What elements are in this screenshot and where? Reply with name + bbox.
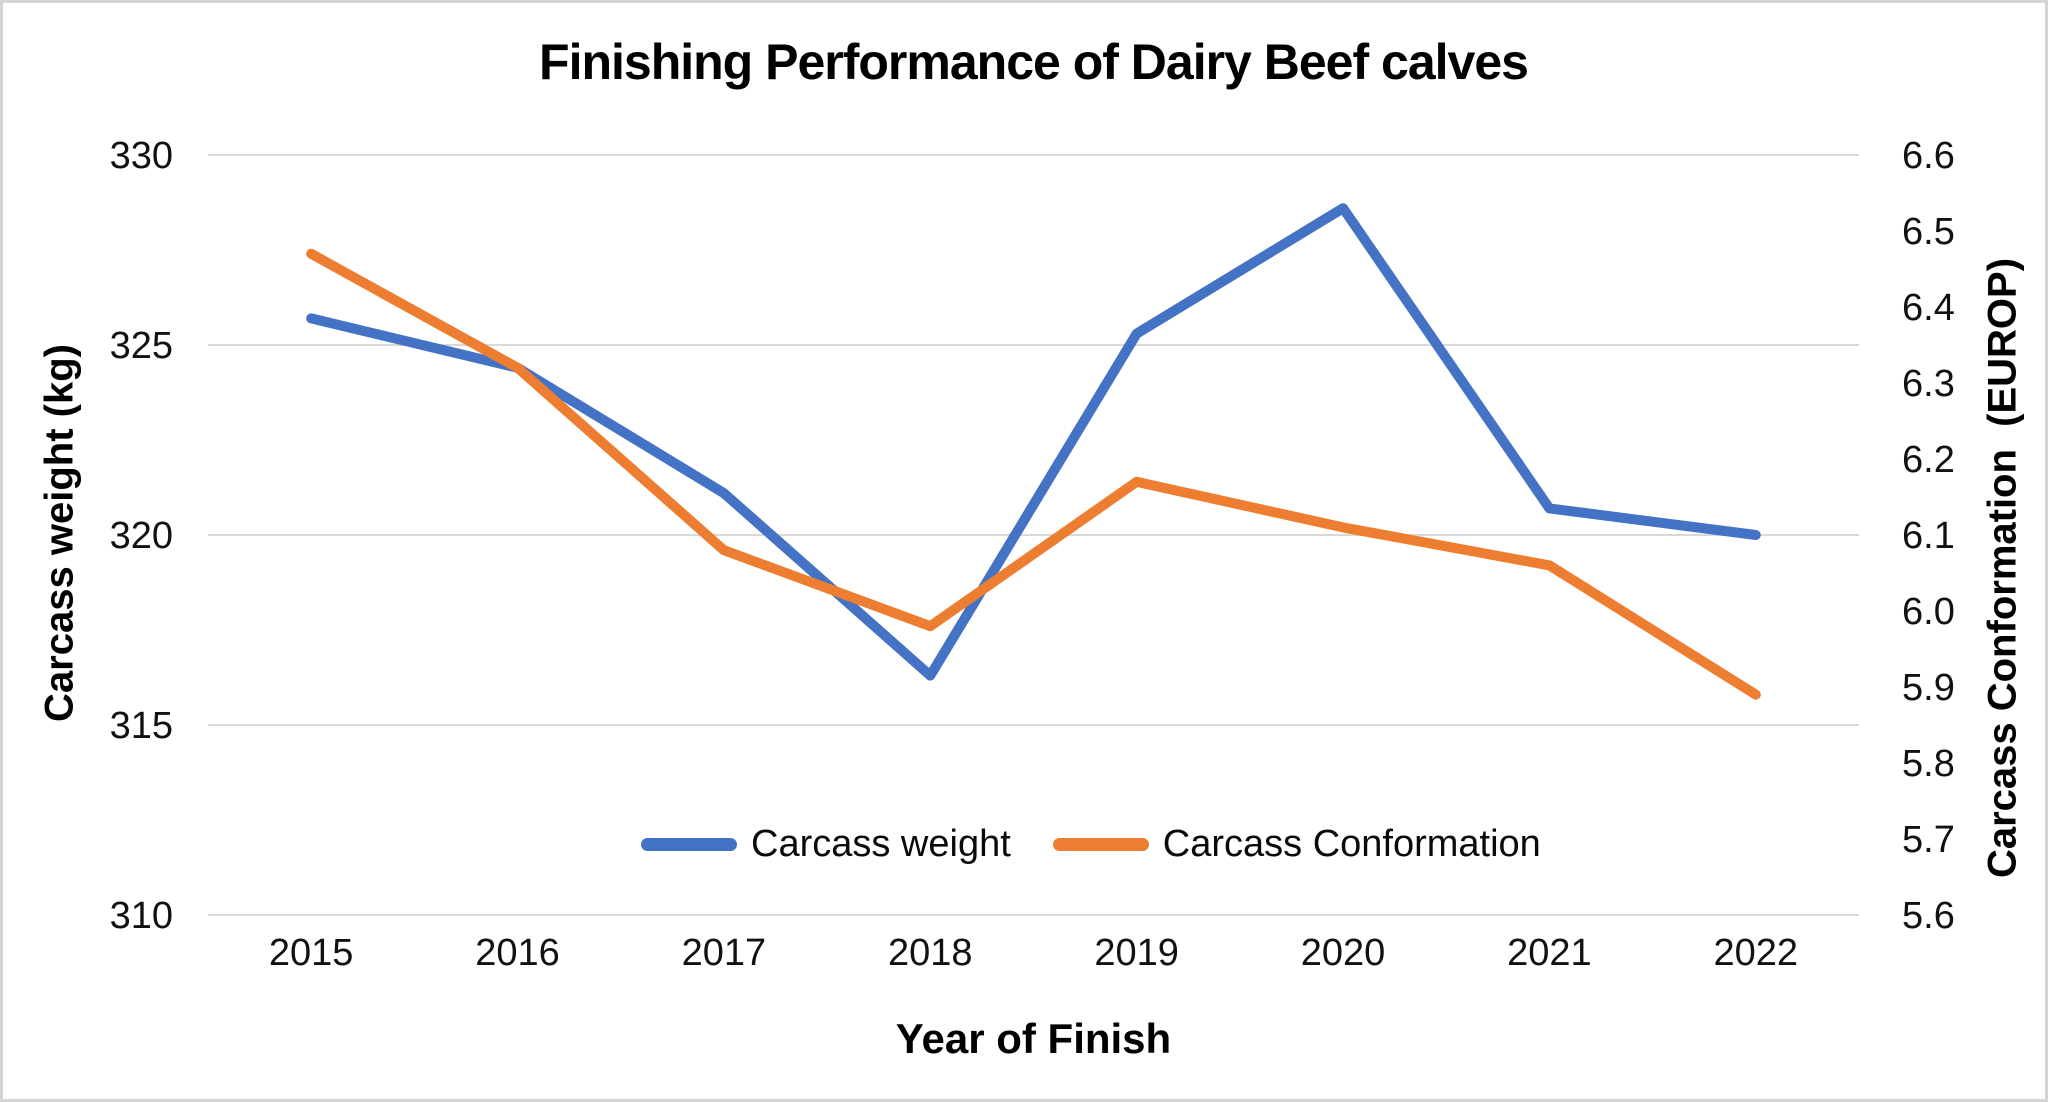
x-axis-tick-label: 2017 [682, 932, 767, 974]
left-axis-tick-label: 320 [110, 515, 173, 557]
legend: Carcass weight Carcass Conformation [641, 823, 1541, 866]
x-axis-tick-label: 2020 [1301, 932, 1386, 974]
x-axis-title: Year of Finish [895, 1015, 1172, 1062]
right-axis-tick-label: 6.5 [1902, 211, 1955, 253]
legend-swatch-carcass-conformation [1052, 838, 1149, 851]
right-axis-tick-label: 6.6 [1902, 135, 1955, 177]
x-axis-tick-label: 2022 [1714, 932, 1799, 974]
x-axis-tick-label: 2019 [1094, 932, 1179, 974]
right-axis-tick-label: 6.0 [1902, 591, 1955, 633]
x-axis-tick-label: 2015 [269, 932, 354, 974]
legend-label-carcass-conformation: Carcass Conformation [1162, 823, 1541, 865]
legend-label-carcass-weight: Carcass weight [751, 823, 1011, 865]
right-axis-title: Carcass Conformation (EUROP) [1980, 257, 2025, 879]
x-axis-tick-label: 2016 [475, 932, 560, 974]
right-axis-tick-label: 6.4 [1902, 287, 1955, 329]
left-axis-tick-label: 330 [110, 135, 173, 177]
series-line-carcass-conformation [306, 248, 1761, 700]
right-axis-tick-label: 5.8 [1902, 743, 1955, 785]
left-axis-tick-label: 310 [110, 895, 173, 937]
right-axis-tick-label: 5.9 [1902, 667, 1955, 709]
left-axis-tick-label: 315 [110, 705, 173, 747]
right-axis-tick-label: 6.2 [1902, 439, 1955, 481]
legend-item-carcass-weight: Carcass weight [641, 823, 1011, 866]
legend-swatch-carcass-weight [641, 838, 737, 851]
right-axis-tick-label: 5.6 [1902, 895, 1955, 937]
plot-area: 330 325 320 315 310 6.6 6.5 6.4 6.3 6.2 6.1 6.0 5.9 5… [110, 135, 1955, 974]
right-axis-tick-label: 6.3 [1902, 363, 1955, 405]
right-axis-tick-label: 5.7 [1902, 819, 1955, 861]
left-axis-tick-label: 325 [110, 325, 173, 367]
chart-title: Finishing Performance of Dairy Beef calv… [539, 34, 1529, 90]
x-axis-tick-label: 2018 [888, 932, 973, 974]
right-axis-tick-label: 6.1 [1902, 515, 1955, 557]
x-axis-tick-label: 2021 [1507, 932, 1592, 974]
series-line-carcass-weight [306, 203, 1761, 681]
left-axis-title: Carcass weight (kg) [37, 344, 82, 722]
legend-item-carcass-conformation: Carcass Conformation [1052, 823, 1541, 866]
